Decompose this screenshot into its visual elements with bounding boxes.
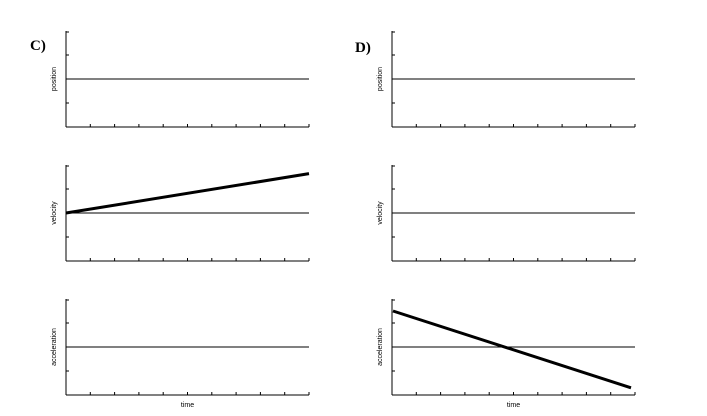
x-axis-label: time bbox=[507, 402, 520, 409]
graph-line bbox=[65, 172, 310, 215]
graph-line bbox=[392, 309, 632, 390]
y-axis-label: acceleration bbox=[51, 328, 58, 366]
y-axis-label: position bbox=[377, 67, 384, 91]
y-axis-label: position bbox=[51, 67, 58, 91]
y-axis-label: velocity bbox=[51, 201, 58, 225]
option-label: D) bbox=[355, 40, 371, 56]
y-axis-label: acceleration bbox=[377, 328, 384, 366]
x-axis-label: time bbox=[181, 402, 194, 409]
y-axis-label: velocity bbox=[377, 201, 384, 225]
option-label: C) bbox=[30, 38, 46, 54]
